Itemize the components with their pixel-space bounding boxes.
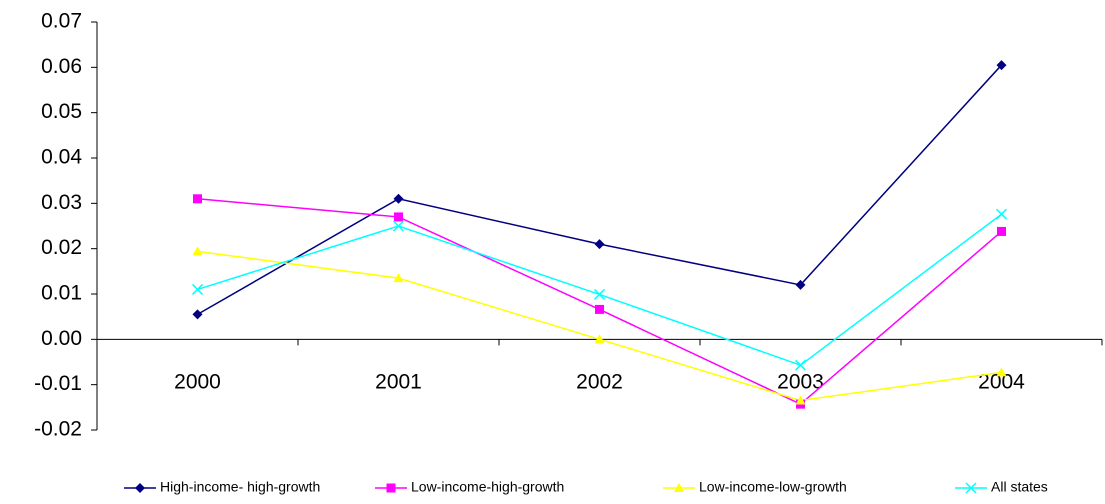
y-tick-label: 0.06 bbox=[41, 55, 82, 78]
y-tick-label: 0.03 bbox=[41, 191, 82, 214]
marker bbox=[192, 246, 203, 256]
marker bbox=[193, 194, 202, 204]
y-tick-label: 0.05 bbox=[41, 100, 82, 123]
marker bbox=[674, 483, 684, 492]
legend-item: All states bbox=[955, 479, 1048, 495]
marker bbox=[192, 309, 203, 320]
marker bbox=[996, 60, 1007, 71]
y-tick-label: 0.02 bbox=[41, 236, 82, 259]
legend-item: Low-income-low-growth bbox=[663, 479, 847, 495]
marker bbox=[795, 395, 806, 405]
x-tick-label: 2001 bbox=[375, 371, 422, 394]
legend-item: Low-income-high-growth bbox=[375, 479, 564, 495]
marker bbox=[997, 226, 1006, 236]
marker bbox=[996, 367, 1007, 377]
marker bbox=[594, 239, 605, 250]
marker bbox=[393, 193, 404, 204]
marker bbox=[135, 483, 145, 493]
y-tick-label: 0.00 bbox=[41, 327, 82, 350]
marker bbox=[392, 220, 405, 232]
marker bbox=[965, 482, 977, 494]
marker bbox=[594, 334, 605, 344]
legend-label: All states bbox=[991, 479, 1048, 495]
marker bbox=[393, 273, 404, 283]
marker bbox=[191, 283, 204, 295]
y-tick-label: 0.01 bbox=[41, 282, 82, 305]
legend-item: High-income- high-growth bbox=[124, 479, 320, 495]
series-line bbox=[197, 64, 1003, 316]
y-tick-label: -0.01 bbox=[34, 372, 82, 395]
y-tick-label: -0.02 bbox=[34, 418, 82, 441]
marker bbox=[794, 359, 807, 371]
legend-label: Low-income-low-growth bbox=[699, 479, 847, 495]
marker bbox=[386, 483, 396, 493]
marker bbox=[795, 279, 806, 290]
x-tick-label: 2003 bbox=[777, 371, 824, 394]
marker bbox=[394, 212, 403, 222]
y-tick-label: 0.07 bbox=[41, 10, 82, 33]
x-tick-label: 2002 bbox=[576, 371, 623, 394]
marker bbox=[995, 208, 1008, 220]
marker bbox=[595, 304, 604, 314]
x-tick-label: 2000 bbox=[174, 371, 221, 394]
marker bbox=[593, 288, 606, 300]
legend-label: High-income- high-growth bbox=[160, 479, 320, 495]
x-tick-label: 2004 bbox=[978, 371, 1025, 394]
legend-label: Low-income-high-growth bbox=[411, 479, 564, 495]
y-tick-label: 0.04 bbox=[41, 146, 82, 169]
